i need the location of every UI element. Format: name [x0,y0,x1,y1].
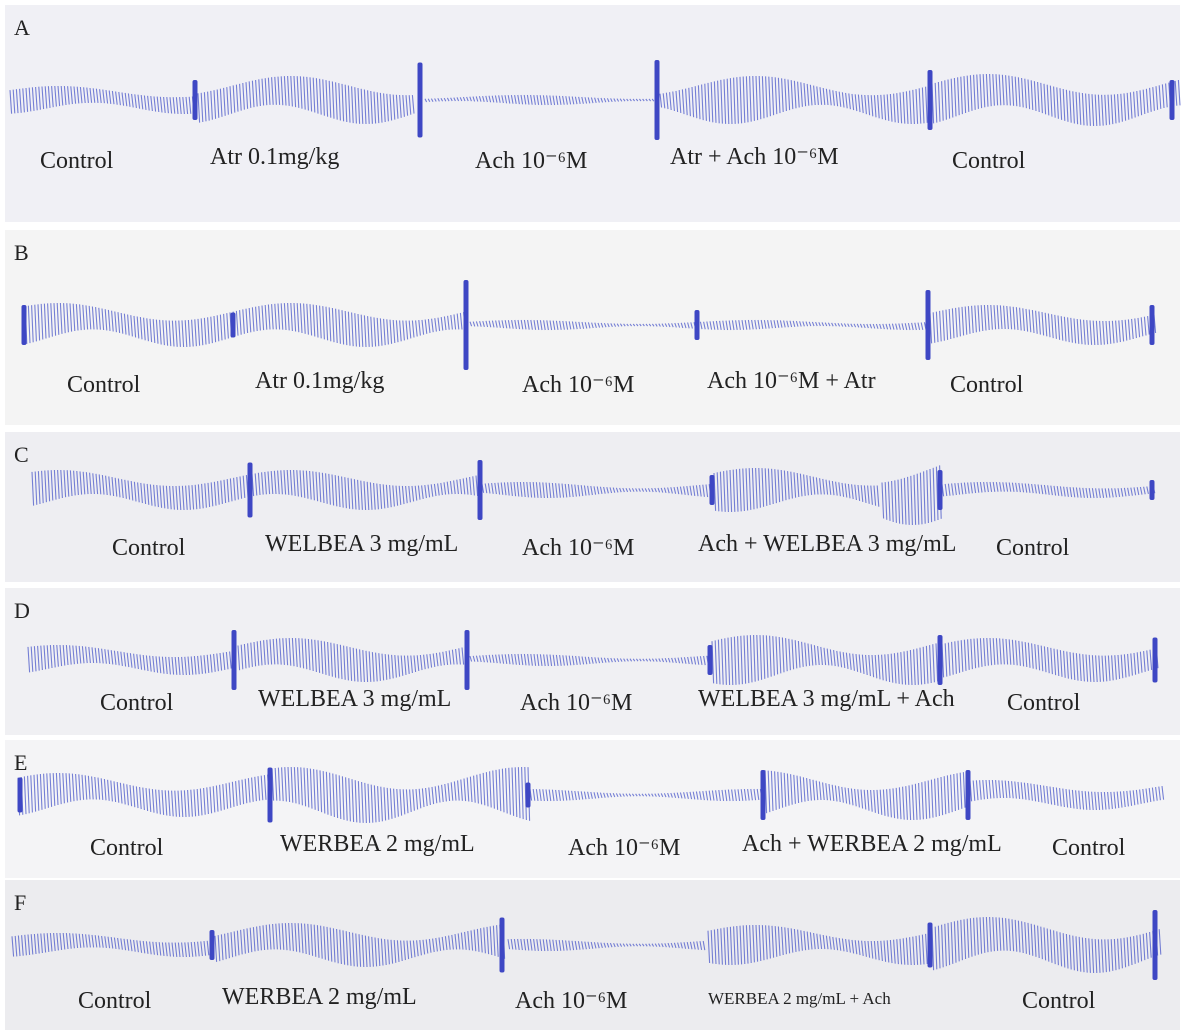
drug-marker [938,635,943,685]
drug-marker [761,770,766,820]
condition-label: Ach 10⁻⁶M [475,148,587,174]
drug-marker [695,310,700,340]
condition-label: WERBEA 2 mg/mL [222,984,417,1010]
drug-marker [928,923,933,968]
figure: A Control Atr 0.1mg/kg Ach 10⁻⁶M Atr + Ach 1… [0,0,1189,1030]
panel-letter: C [14,442,29,467]
condition-label: Control [40,148,114,174]
drug-marker [232,630,237,690]
drug-marker [210,930,215,960]
panel-letter: D [14,598,30,623]
drug-marker [966,770,971,820]
drug-marker [655,60,660,140]
panel-letter: A [14,15,30,40]
condition-label: WELBEA 3 mg/mL + Ach [698,686,955,712]
condition-label: Control [950,372,1024,398]
panel-letter: E [14,750,27,775]
condition-label: Atr + Ach 10⁻⁶M [670,144,839,170]
condition-label: Ach 10⁻⁶M [522,535,634,561]
drug-marker [938,470,943,510]
condition-label: Ach 10⁻⁶M [568,835,680,861]
drug-marker [710,475,715,505]
condition-label: Atr 0.1mg/kg [255,368,384,394]
condition-label: WERBEA 2 mg/mL [280,831,475,857]
condition-label: Control [952,148,1026,174]
condition-label: Atr 0.1mg/kg [210,144,339,170]
condition-label: Control [100,690,174,716]
drug-marker [1153,638,1158,683]
drug-marker [500,918,505,973]
condition-label: Ach 10⁻⁶M [515,988,627,1014]
drug-marker [478,460,483,520]
condition-label: Control [1022,988,1096,1014]
drug-marker [1153,910,1158,980]
condition-label: Control [67,372,141,398]
drug-marker [526,783,531,808]
drug-marker [1170,80,1175,120]
condition-label: Control [112,535,186,561]
drug-marker [1150,480,1155,500]
drug-marker [708,645,713,675]
drug-marker [418,63,423,138]
panel-letter: B [14,240,29,265]
panel-letter: F [14,890,26,915]
drug-marker [18,778,23,813]
drug-marker [268,768,273,823]
condition-label: Ach 10⁻⁶M [522,372,634,398]
panel: C Control WELBEA 3 mg/mL Ach 10⁻⁶M Ach + WEL… [5,432,1180,582]
drug-marker [464,280,469,370]
drug-marker [231,313,236,338]
drug-marker [928,70,933,130]
condition-label: WERBEA 2 mg/mL + Ach [708,989,891,1008]
drug-marker [465,630,470,690]
drug-marker [22,305,27,345]
drug-marker [248,463,253,518]
condition-label: Control [1052,835,1126,861]
drug-marker [1150,305,1155,345]
panel: D Control WELBEA 3 mg/mL Ach 10⁻⁶M WELBEA 3 … [5,588,1180,735]
condition-label: Ach 10⁻⁶M + Atr [707,368,876,394]
condition-label: WELBEA 3 mg/mL [265,531,458,557]
panel: F Control WERBEA 2 mg/mL Ach 10⁻⁶M WERBEA 2 … [5,880,1180,1030]
condition-label: Control [1007,690,1081,716]
panel: E Control WERBEA 2 mg/mL Ach 10⁻⁶M Ach + WER… [5,740,1180,878]
drug-marker [193,80,198,120]
panel: B Control Atr 0.1mg/kg Ach 10⁻⁶M Ach 10⁻⁶M +… [5,230,1180,425]
condition-label: Ach 10⁻⁶M [520,690,632,716]
drug-marker [926,290,931,360]
condition-label: WELBEA 3 mg/mL [258,686,451,712]
condition-label: Control [78,988,152,1014]
condition-label: Ach + WERBEA 2 mg/mL [742,831,1002,857]
condition-label: Ach + WELBEA 3 mg/mL [698,531,956,557]
panel: A Control Atr 0.1mg/kg Ach 10⁻⁶M Atr + Ach 1… [5,5,1180,222]
condition-label: Control [996,535,1070,561]
condition-label: Control [90,835,164,861]
